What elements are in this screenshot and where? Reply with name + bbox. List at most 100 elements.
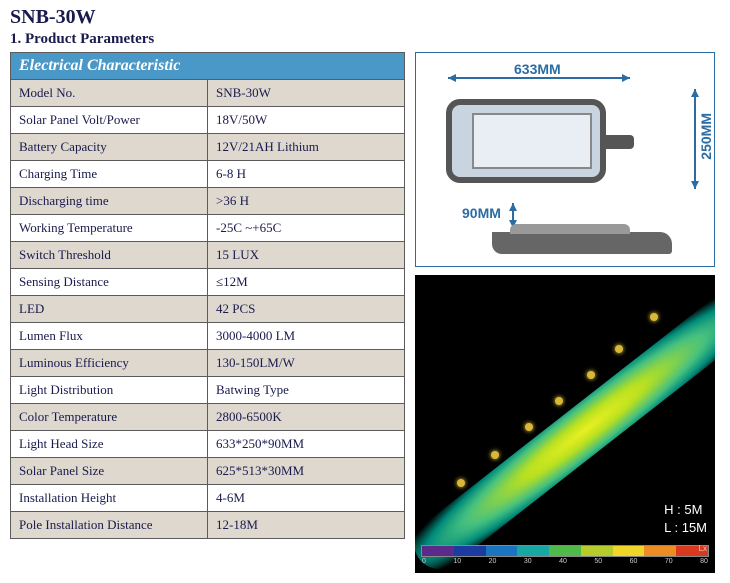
param-label: Working Temperature: [11, 215, 208, 242]
table-row: Light DistributionBatwing Type: [11, 377, 405, 404]
param-label: Lumen Flux: [11, 323, 208, 350]
param-value: 633*250*90MM: [208, 431, 405, 458]
param-value: SNB-30W: [208, 80, 405, 107]
table-row: Working Temperature-25C ~+65C: [11, 215, 405, 242]
param-label: Sensing Distance: [11, 269, 208, 296]
param-label: Discharging time: [11, 188, 208, 215]
section-subtitle: 1. Product Parameters: [10, 31, 720, 48]
table-row: Light Head Size633*250*90MM: [11, 431, 405, 458]
param-label: Luminous Efficiency: [11, 350, 208, 377]
device-top-view: [446, 99, 606, 183]
param-value: 3000-4000 LM: [208, 323, 405, 350]
scale-tick: 50: [594, 558, 602, 565]
dimension-label-width: 633MM: [514, 61, 561, 77]
scale-tick: 0: [422, 558, 426, 565]
content-row: Electrical Characteristic Model No.SNB-3…: [10, 52, 720, 573]
scale-segment: [422, 546, 454, 556]
table-row: Switch Threshold15 LUX: [11, 242, 405, 269]
scale-tick: 60: [630, 558, 638, 565]
illumination-label: H : 5M L : 15M: [664, 501, 707, 537]
table-row: Model No.SNB-30W: [11, 80, 405, 107]
param-value: 18V/50W: [208, 107, 405, 134]
param-label: Color Temperature: [11, 404, 208, 431]
table-row: Luminous Efficiency130-150LM/W: [11, 350, 405, 377]
dimension-label-thickness: 90MM: [462, 205, 501, 221]
product-title: SNB-30W: [10, 6, 720, 29]
light-dot: [491, 451, 499, 459]
illumination-label-l: L : 15M: [664, 519, 707, 537]
light-dot: [555, 397, 563, 405]
param-label: Solar Panel Size: [11, 458, 208, 485]
table-row: Sensing Distance≤12M: [11, 269, 405, 296]
scale-segment: [517, 546, 549, 556]
param-label: LED: [11, 296, 208, 323]
param-value: 42 PCS: [208, 296, 405, 323]
dimension-label-height: 250MM: [698, 113, 714, 160]
scale-segment: [581, 546, 613, 556]
table-row: Installation Height4-6M: [11, 485, 405, 512]
scale-tick: 10: [453, 558, 461, 565]
scale-tick: 30: [524, 558, 532, 565]
param-value: >36 H: [208, 188, 405, 215]
param-value: 625*513*30MM: [208, 458, 405, 485]
table-row: Lumen Flux3000-4000 LM: [11, 323, 405, 350]
table-row: LED42 PCS: [11, 296, 405, 323]
scale-segment: [644, 546, 676, 556]
param-label: Light Head Size: [11, 431, 208, 458]
illumination-simulation: H : 5M L : 15M Lx 0 10 20 30 40 50 60 70 80: [415, 275, 715, 573]
param-value: -25C ~+65C: [208, 215, 405, 242]
scale-unit: Lx: [699, 544, 707, 553]
device-side-view: [492, 232, 672, 254]
param-label: Switch Threshold: [11, 242, 208, 269]
figures-column: 633MM 250MM 90MM H : 5M L : 15M Lx 0 10 20…: [415, 52, 715, 573]
dimension-arrow-height: [694, 89, 696, 189]
light-dot: [650, 313, 658, 321]
dimension-diagram: 633MM 250MM 90MM: [415, 52, 715, 267]
scale-tick: 80: [700, 558, 708, 565]
param-value: 12V/21AH Lithium: [208, 134, 405, 161]
param-value: 4-6M: [208, 485, 405, 512]
illumination-label-h: H : 5M: [664, 501, 707, 519]
param-label: Pole Installation Distance: [11, 512, 208, 539]
table-row: Discharging time>36 H: [11, 188, 405, 215]
param-value: 12-18M: [208, 512, 405, 539]
scale-segment: [549, 546, 581, 556]
table-row: Solar Panel Volt/Power18V/50W: [11, 107, 405, 134]
scale-tick: 70: [665, 558, 673, 565]
table-row: Pole Installation Distance12-18M: [11, 512, 405, 539]
table-header-row: Electrical Characteristic: [11, 53, 405, 80]
table-row: Solar Panel Size625*513*30MM: [11, 458, 405, 485]
table-row: Color Temperature2800-6500K: [11, 404, 405, 431]
scale-segment: [486, 546, 518, 556]
param-value: ≤12M: [208, 269, 405, 296]
param-label: Solar Panel Volt/Power: [11, 107, 208, 134]
scale-segment: [454, 546, 486, 556]
device-panel: [472, 113, 592, 169]
light-dot: [525, 423, 533, 431]
param-label: Model No.: [11, 80, 208, 107]
scale-ticks: 0 10 20 30 40 50 60 70 80: [421, 558, 709, 565]
param-value: Batwing Type: [208, 377, 405, 404]
param-value: 130-150LM/W: [208, 350, 405, 377]
light-dot: [587, 371, 595, 379]
scale-tick: 20: [489, 558, 497, 565]
param-value: 15 LUX: [208, 242, 405, 269]
param-label: Battery Capacity: [11, 134, 208, 161]
table-row: Battery Capacity12V/21AH Lithium: [11, 134, 405, 161]
param-label: Charging Time: [11, 161, 208, 188]
color-scale: Lx 0 10 20 30 40 50 60 70 80: [421, 545, 709, 567]
param-label: Light Distribution: [11, 377, 208, 404]
light-dot: [615, 345, 623, 353]
table-row: Charging Time6-8 H: [11, 161, 405, 188]
param-label: Installation Height: [11, 485, 208, 512]
scale-segment: [613, 546, 645, 556]
table-header-cell: Electrical Characteristic: [11, 53, 405, 80]
param-value: 6-8 H: [208, 161, 405, 188]
dimension-arrow-width: [448, 77, 630, 79]
light-dot: [457, 479, 465, 487]
scale-tick: 40: [559, 558, 567, 565]
param-value: 2800-6500K: [208, 404, 405, 431]
parameters-column: Electrical Characteristic Model No.SNB-3…: [10, 52, 405, 573]
parameters-table: Electrical Characteristic Model No.SNB-3…: [10, 52, 405, 539]
scale-bar: [421, 545, 709, 557]
